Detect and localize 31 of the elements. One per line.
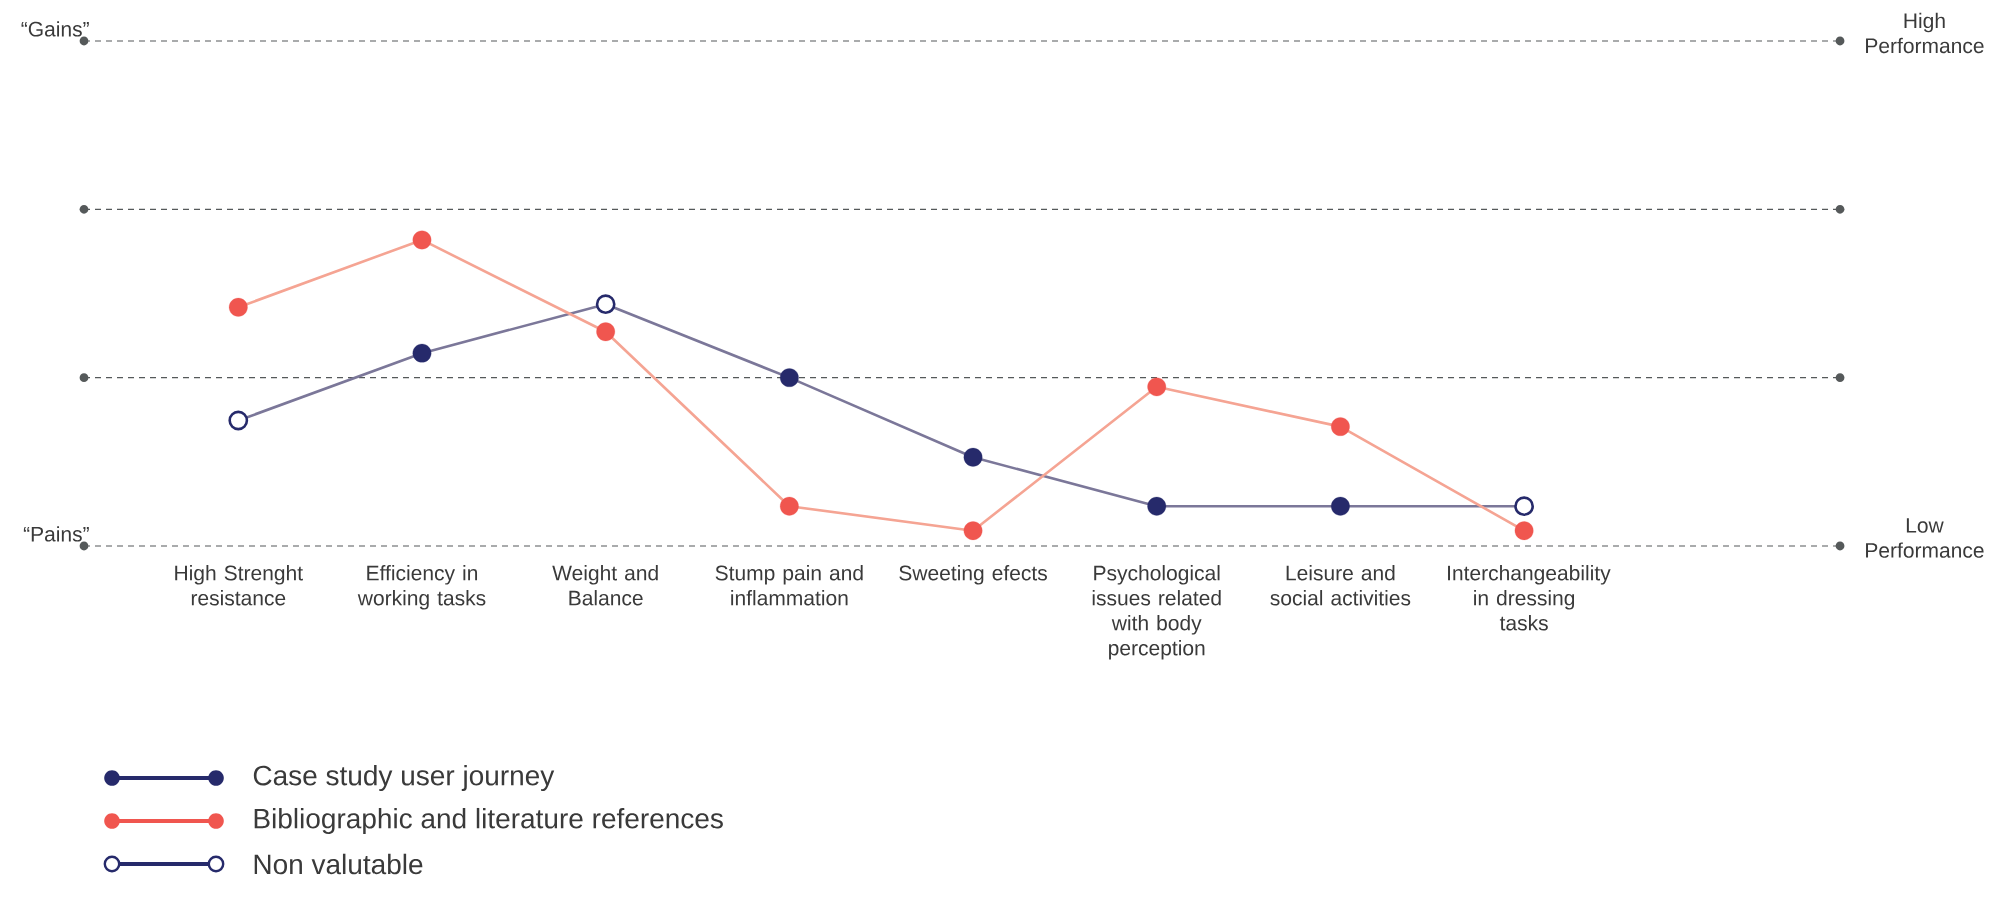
text: High Performance: [1866, 12, 1984, 54]
legend-label: Bibliographic and literature references: [254, 807, 723, 835]
x-tick-label: Leisure and social activities: [1270, 565, 1411, 606]
text: “Gains”: [21, 21, 89, 37]
point: [412, 230, 432, 250]
point: [780, 496, 799, 516]
x-tick-label: Sweeting efects: [899, 565, 1047, 585]
text: “Pains”: [23, 526, 89, 542]
point: [780, 368, 799, 387]
x-tick-label: Weight and Balance: [552, 565, 658, 606]
point: [1331, 496, 1350, 516]
text: Low Performance: [1866, 518, 1984, 558]
point: [1147, 377, 1167, 397]
x-tick-label: Interchangeability in dressing tasks: [1448, 565, 1611, 631]
point: [412, 343, 432, 363]
point: [596, 322, 615, 342]
point: [1514, 521, 1534, 541]
point: [963, 521, 983, 541]
point: [595, 294, 616, 315]
x-tick-label: Psychological issues related with body perception: [1092, 565, 1221, 660]
point: [963, 447, 983, 467]
point: [228, 297, 248, 317]
legend-label: Non valutable: [254, 853, 423, 875]
point: [228, 410, 249, 431]
x-tick-label: High Strenght resistance: [175, 565, 303, 606]
point: [1331, 417, 1350, 436]
x-tick-label: Efficiency in working tasks: [357, 565, 486, 610]
legend-label: Case study user journey: [253, 764, 555, 792]
point: [1514, 496, 1534, 517]
x-tick-label: Stump pain and inflammation: [715, 565, 863, 606]
point: [1147, 496, 1167, 516]
